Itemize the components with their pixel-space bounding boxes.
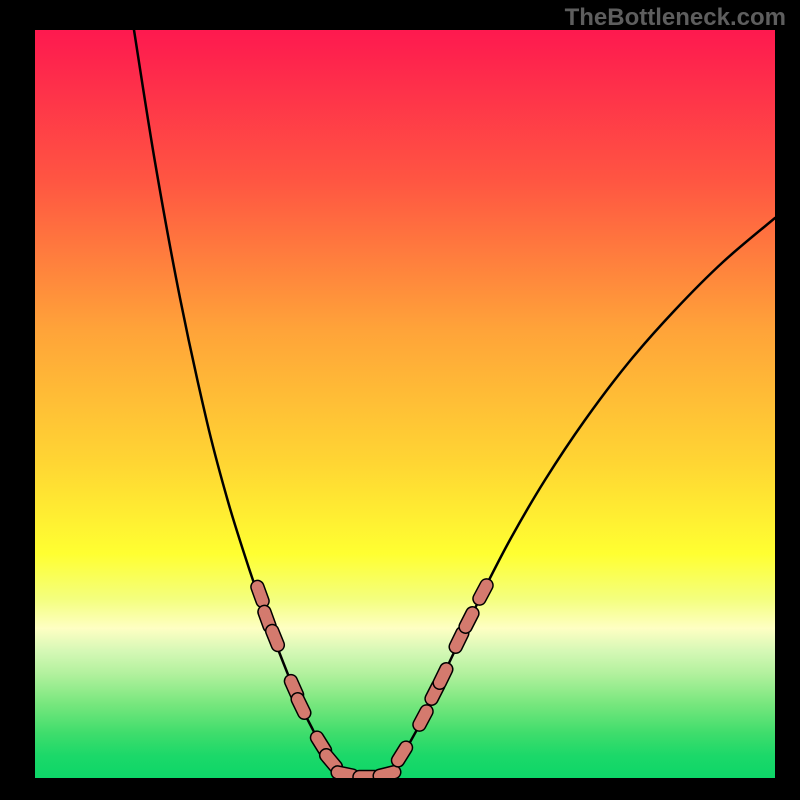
curve-marker	[431, 661, 455, 692]
v-curve	[134, 30, 775, 778]
curve-marker	[264, 623, 287, 654]
curve-marker	[289, 691, 313, 722]
chart-outer-frame: TheBottleneck.com	[0, 0, 800, 800]
plot-svg	[35, 30, 775, 778]
curve-marker	[249, 579, 271, 610]
curve-marker	[457, 605, 481, 636]
watermark-label: TheBottleneck.com	[565, 4, 786, 32]
curve-marker	[411, 703, 436, 734]
curve-marker	[389, 739, 415, 770]
curve-marker	[471, 577, 496, 608]
plot-area	[35, 30, 775, 778]
